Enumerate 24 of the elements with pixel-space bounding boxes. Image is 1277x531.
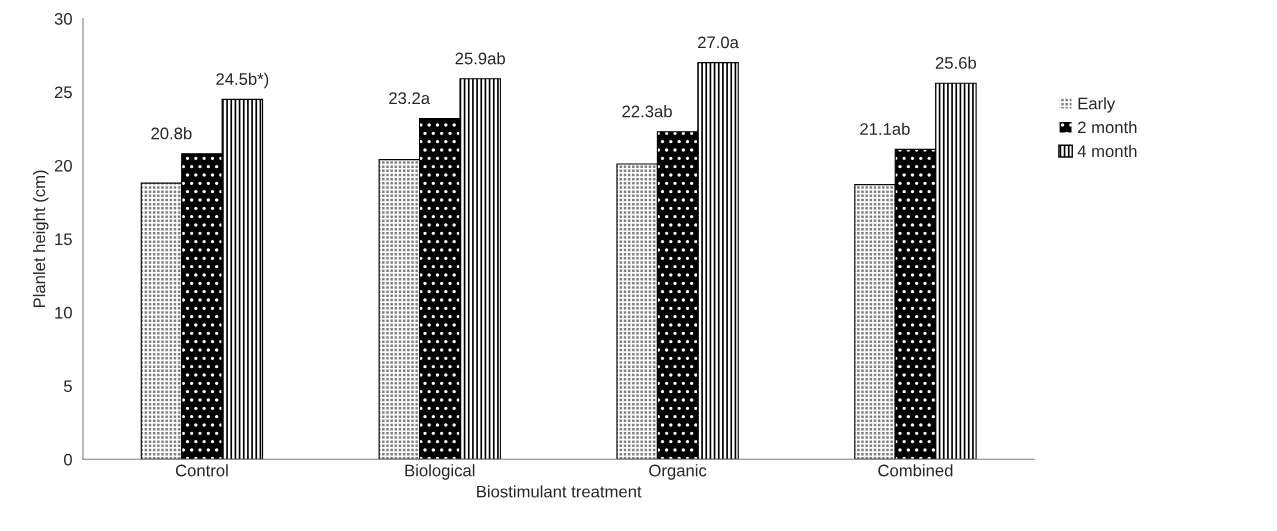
- data-label: 21.1ab: [860, 122, 910, 135]
- x-tick-label: Organic: [649, 464, 707, 480]
- x-tick-label: Biological: [405, 464, 475, 480]
- y-tick-label: 25: [54, 86, 72, 99]
- y-tick-label: 20: [54, 159, 72, 172]
- x-tick-label: Combined: [878, 464, 953, 477]
- y-axis-title: Planlet height (cm): [32, 170, 49, 308]
- data-label: 20.8b: [151, 127, 192, 140]
- x-axis-title: Biostimulant treatment: [477, 485, 642, 498]
- data-label: 22.3ab: [622, 105, 672, 118]
- data-label: 25.6b: [935, 56, 977, 69]
- data-label: 25.9ab: [455, 52, 505, 65]
- x-tick-label: Control: [175, 464, 228, 477]
- y-tick-label: 5: [63, 380, 72, 393]
- y-tick-label: 30: [54, 12, 72, 25]
- y-tick-label: 0: [63, 453, 72, 466]
- y-tick-label: 10: [55, 306, 72, 319]
- y-tick-label: 15: [55, 233, 72, 246]
- data-label: 27.0a: [698, 36, 739, 49]
- legend-label: Early: [1078, 97, 1116, 113]
- data-label: 24.5b*): [216, 72, 269, 89]
- data-label: 23.2a: [389, 92, 431, 105]
- legend-label: 4 month: [1077, 144, 1137, 158]
- legend-label: 2 month: [1078, 121, 1137, 134]
